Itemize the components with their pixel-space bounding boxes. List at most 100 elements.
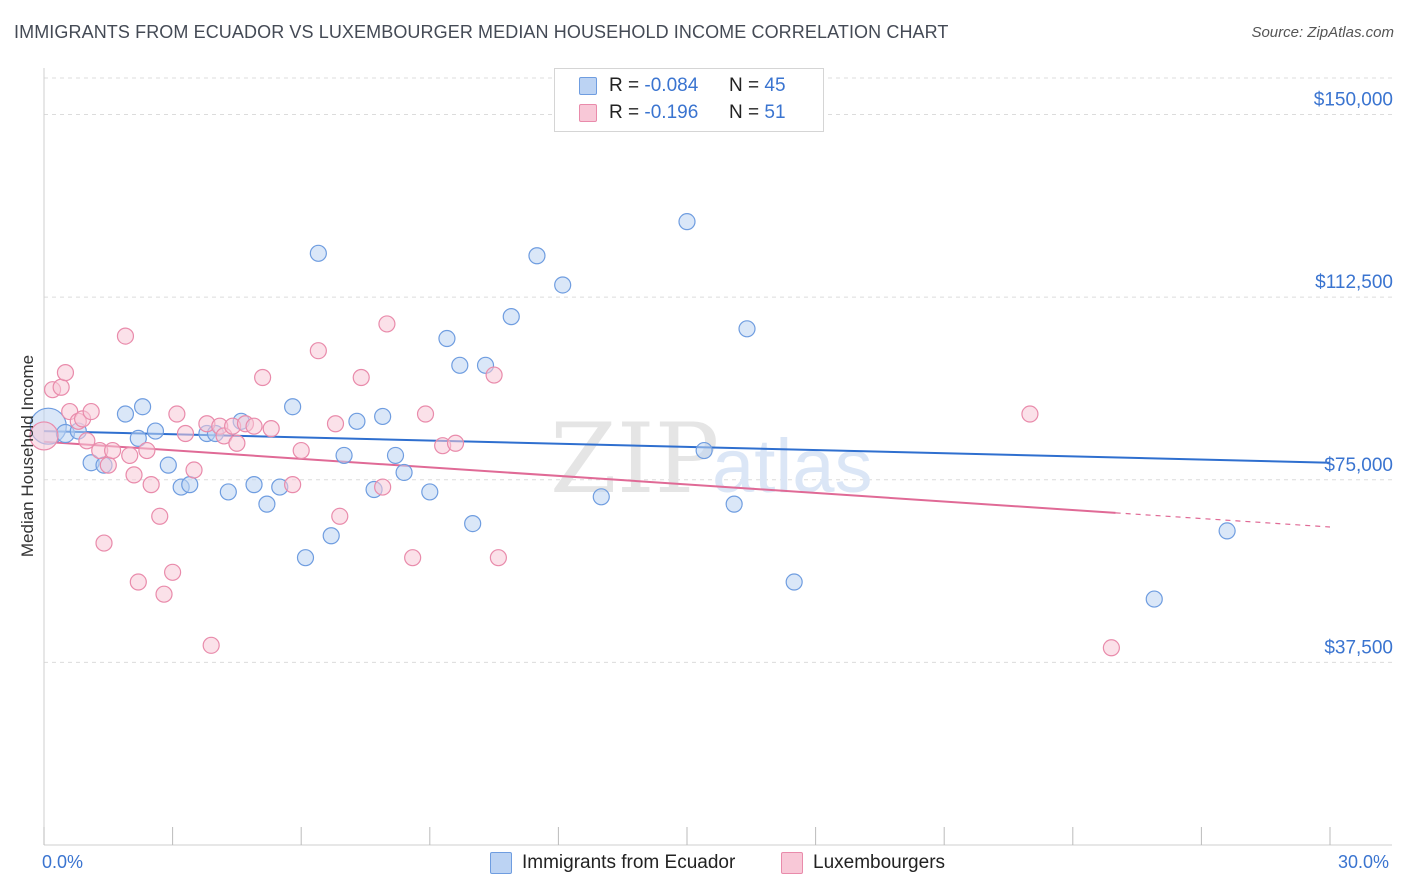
point-luxembourger xyxy=(138,441,156,460)
blue-swatch xyxy=(490,852,512,874)
point-ecuador xyxy=(592,488,610,506)
point-luxembourger xyxy=(95,534,113,552)
series-legend: Immigrants from Ecuador Luxembourgers xyxy=(0,852,1406,878)
y-tick-label: $75,000 xyxy=(1324,455,1393,476)
point-luxembourger xyxy=(52,378,70,396)
point-luxembourger xyxy=(245,417,263,435)
point-luxembourger xyxy=(185,461,203,479)
point-luxembourger xyxy=(292,441,310,460)
legend-label: Luxembourgers xyxy=(813,852,946,873)
point-ecuador xyxy=(296,549,315,567)
y-tick-label: $150,000 xyxy=(1314,90,1393,111)
stats-legend: R = -0.084 N = 45 R = -0.196 N = 51 xyxy=(554,68,824,132)
point-luxembourger xyxy=(228,434,246,452)
point-luxembourger xyxy=(326,415,345,433)
point-luxembourger xyxy=(416,405,435,423)
point-luxembourger xyxy=(1021,405,1039,423)
x-tick-label-max: 30.0% xyxy=(1338,852,1390,872)
watermark-zip: ZIP xyxy=(550,403,719,515)
legend-item-ecuador[interactable]: Immigrants from Ecuador xyxy=(490,852,735,874)
y-tick-label: $112,500 xyxy=(1315,272,1393,293)
point-luxembourger xyxy=(485,366,503,384)
point-ecuador xyxy=(785,573,803,591)
r-label: R = xyxy=(609,102,640,123)
point-ecuador xyxy=(309,244,327,262)
point-ecuador xyxy=(374,407,392,426)
point-luxembourger xyxy=(155,585,173,603)
legend-item-luxembourgers[interactable]: Luxembourgers xyxy=(781,852,945,874)
pink-swatch xyxy=(781,852,803,874)
point-luxembourger xyxy=(262,420,280,438)
blue-swatch xyxy=(579,77,597,95)
x-tick-label-min: 0.0% xyxy=(42,852,84,872)
point-ecuador xyxy=(335,446,353,465)
point-ecuador xyxy=(116,405,135,423)
point-luxembourger xyxy=(331,507,349,525)
point-luxembourger xyxy=(99,456,117,474)
y-axis-label: Median Household Income xyxy=(18,354,37,558)
point-ecuador xyxy=(181,476,199,494)
point-ecuador xyxy=(129,429,147,447)
point-luxembourger xyxy=(446,434,465,452)
point-luxembourger xyxy=(82,402,100,421)
y-tick-labels: $37,500 $75,000 $112,500 $150,000 xyxy=(1314,90,1393,659)
point-ecuador xyxy=(386,446,405,465)
point-ecuador xyxy=(451,356,469,374)
point-luxembourger xyxy=(284,476,302,494)
point-luxembourger xyxy=(254,368,272,387)
legend-label: Immigrants from Ecuador xyxy=(522,852,736,873)
point-ecuador xyxy=(725,495,743,513)
trend-line-luxembourgers xyxy=(43,440,1116,514)
point-luxembourger xyxy=(78,432,96,450)
r-value: -0.196 xyxy=(644,102,699,123)
r-value: -0.084 xyxy=(644,75,699,96)
n-value: 51 xyxy=(764,102,786,123)
point-ecuador xyxy=(348,412,366,430)
point-luxembourger xyxy=(29,421,59,451)
source-label: Source: ZipAtlas.com xyxy=(1251,24,1394,41)
point-ecuador xyxy=(395,463,413,482)
axes xyxy=(43,68,1392,846)
point-ecuador xyxy=(678,213,696,231)
point-luxembourger xyxy=(1102,639,1120,657)
chart-title: IMMIGRANTS FROM ECUADOR VS LUXEMBOURGER … xyxy=(14,22,949,42)
point-ecuador xyxy=(738,320,756,338)
point-luxembourger xyxy=(125,466,143,484)
point-ecuador xyxy=(1145,590,1163,608)
point-luxembourger xyxy=(56,364,75,382)
point-luxembourger xyxy=(103,441,122,460)
point-luxembourger xyxy=(489,549,507,567)
point-ecuador xyxy=(322,527,340,545)
point-ecuador xyxy=(245,476,263,494)
point-luxembourger xyxy=(116,327,135,345)
point-ecuador xyxy=(554,276,572,294)
point-luxembourger xyxy=(352,368,370,387)
point-luxembourger xyxy=(164,563,182,581)
point-luxembourger xyxy=(168,405,186,423)
point-ecuador xyxy=(159,456,177,474)
point-ecuador xyxy=(502,308,520,326)
point-luxembourger xyxy=(404,549,422,567)
point-luxembourger xyxy=(142,476,160,494)
point-luxembourger xyxy=(309,342,327,360)
point-ecuador xyxy=(258,495,276,513)
stats-row-pink: R = -0.196 N = 51 xyxy=(579,100,786,126)
point-ecuador xyxy=(1218,522,1236,540)
stats-row-blue: R = -0.084 N = 45 xyxy=(579,73,786,99)
n-label: N = xyxy=(729,75,760,96)
r-label: R = xyxy=(609,75,640,96)
point-luxembourger xyxy=(378,315,396,333)
point-ecuador xyxy=(528,247,546,265)
point-ecuador xyxy=(284,398,302,416)
trend-lines xyxy=(43,430,1331,528)
point-ecuador xyxy=(421,483,439,501)
gridlines xyxy=(44,77,1395,663)
point-luxembourger xyxy=(121,446,139,465)
n-label: N = xyxy=(729,102,760,123)
point-luxembourger xyxy=(129,573,147,591)
point-ecuador xyxy=(146,422,165,440)
point-luxembourger xyxy=(202,636,220,654)
point-ecuador xyxy=(438,329,456,348)
point-ecuador xyxy=(133,398,152,416)
